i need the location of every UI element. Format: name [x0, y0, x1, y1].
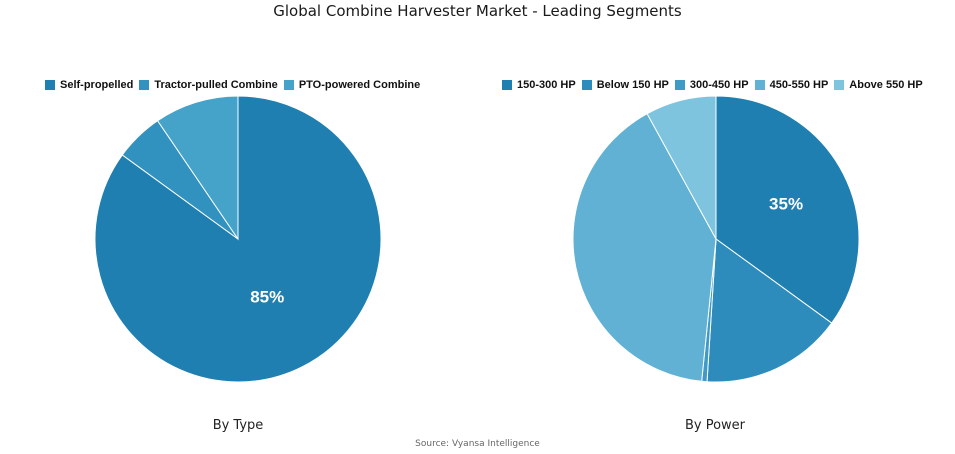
legend-swatch	[139, 80, 150, 90]
legend-by-power: 150-300 HP Below 150 HP 300-450 HP 450-550 …	[502, 79, 929, 91]
legend-item: Above 550 HP	[834, 79, 923, 91]
pie-slice	[646, 95, 717, 240]
legend-label: PTO-powered Combine	[298, 79, 421, 91]
legend-item: 150-300 HP	[502, 79, 576, 91]
legend-item: 450-550 HP	[754, 79, 829, 91]
legend-swatch	[834, 80, 845, 90]
legend-swatch	[581, 80, 592, 90]
pie-slice	[715, 95, 860, 324]
pie-slice	[156, 95, 239, 241]
pie-slice	[94, 95, 382, 383]
legend-by-type: Self-propelled Tractor-pulled Combine PTO-…	[45, 79, 426, 91]
legend-item: PTO-powered Combine	[283, 79, 421, 91]
legend-item: Below 150 HP	[581, 79, 669, 91]
legend-label: Self-propelled	[60, 79, 134, 91]
legend-label: 450-550 HP	[769, 79, 829, 91]
chart-title: Global Combine Harvester Market - Leadin…	[273, 2, 682, 20]
pie-slice	[572, 113, 717, 382]
legend-label: Below 150 HP	[596, 79, 669, 91]
legend-item: Self-propelled	[45, 79, 133, 91]
caption-by-power: By Power	[684, 418, 746, 433]
slice-data-label: 35%	[769, 194, 803, 213]
legend-swatch	[283, 80, 294, 90]
legend-swatch	[674, 80, 685, 90]
legend-label: 300-450 HP	[689, 79, 749, 91]
legend-swatch	[754, 80, 765, 90]
slice-data-label: 85%	[250, 287, 284, 306]
legend-label: Above 550 HP	[849, 79, 923, 91]
legend-label: 150-300 HP	[517, 79, 576, 91]
legend-item: 300-450 HP	[674, 79, 749, 91]
legend-swatch	[502, 80, 512, 90]
pie-slice	[706, 238, 833, 383]
legend-label: Tractor-pulled Combine	[154, 79, 278, 91]
legend-swatch	[45, 80, 55, 90]
source-note: Source: Vyansa Intelligence	[415, 439, 540, 449]
legend-item: Tractor-pulled Combine	[139, 79, 278, 91]
caption-by-type: By Type	[212, 418, 264, 433]
